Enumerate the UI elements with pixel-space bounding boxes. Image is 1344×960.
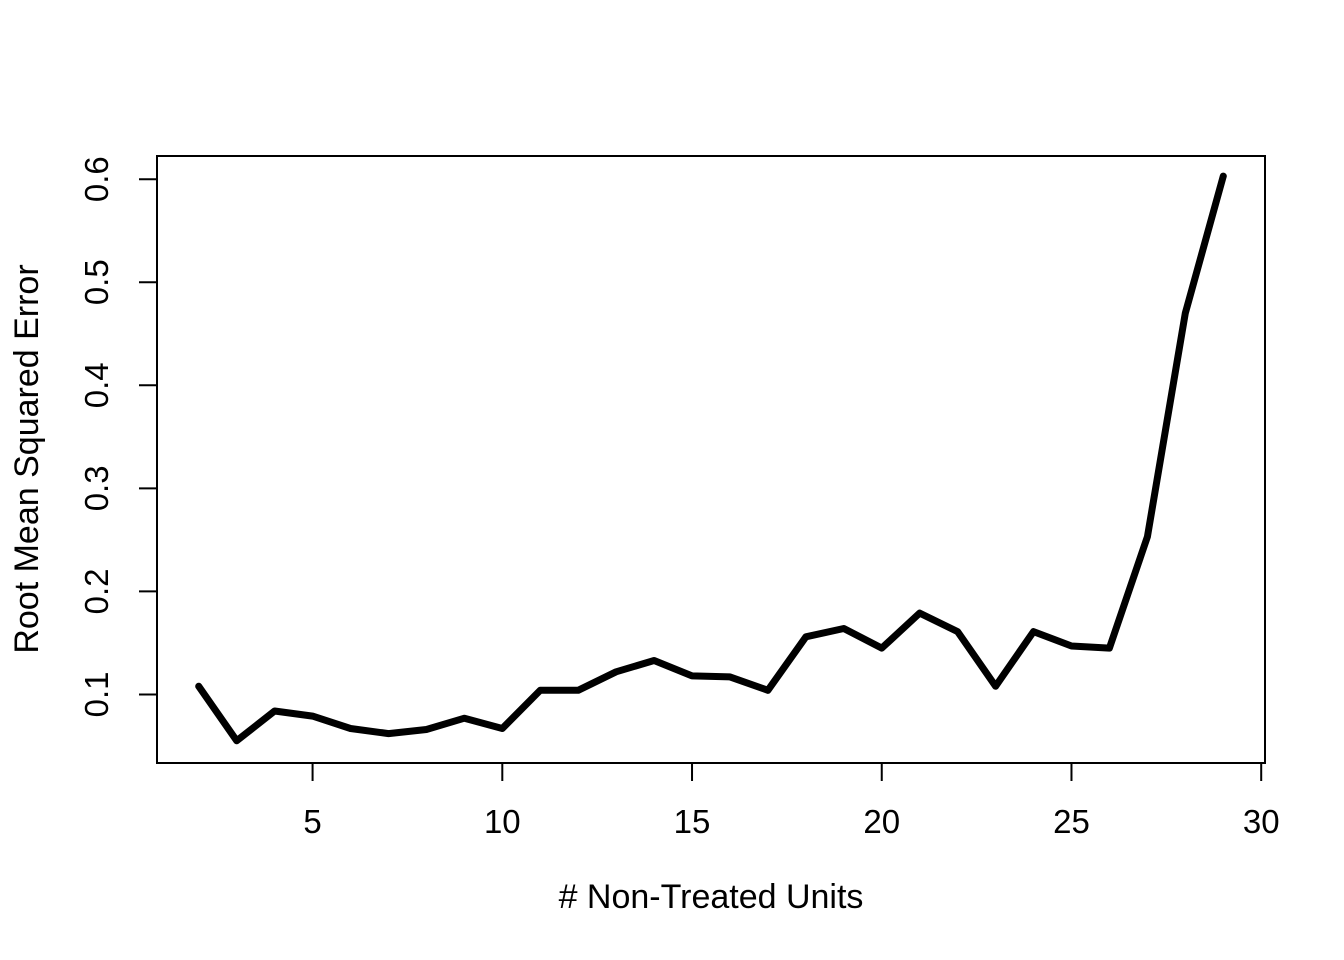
x-tick-label: 20 (863, 803, 900, 840)
series-line (195, 172, 1227, 745)
x-tick-label: 30 (1243, 803, 1280, 840)
plot-border (156, 155, 1266, 764)
x-tick-label: 10 (484, 803, 521, 840)
x-tick-label: 5 (303, 803, 321, 840)
y-tick-label: 0.4 (78, 362, 115, 408)
y-axis-label: Root Mean Squared Error (8, 264, 46, 653)
x-axis-label: # Non-Treated Units (559, 878, 864, 916)
y-tick-label: 0.2 (78, 568, 115, 614)
x-axis-ticks: 5 10 15 20 25 30 (303, 763, 1280, 840)
x-tick-label: 25 (1053, 803, 1090, 840)
y-tick-label: 0.1 (78, 672, 115, 718)
y-axis-ticks: 0.1 0.2 0.3 0.4 0.5 0.6 (78, 156, 157, 717)
x-tick-label: 15 (674, 803, 711, 840)
y-tick-label: 0.5 (78, 259, 115, 305)
y-tick-label: 0.6 (78, 156, 115, 202)
y-tick-label: 0.3 (78, 465, 115, 511)
